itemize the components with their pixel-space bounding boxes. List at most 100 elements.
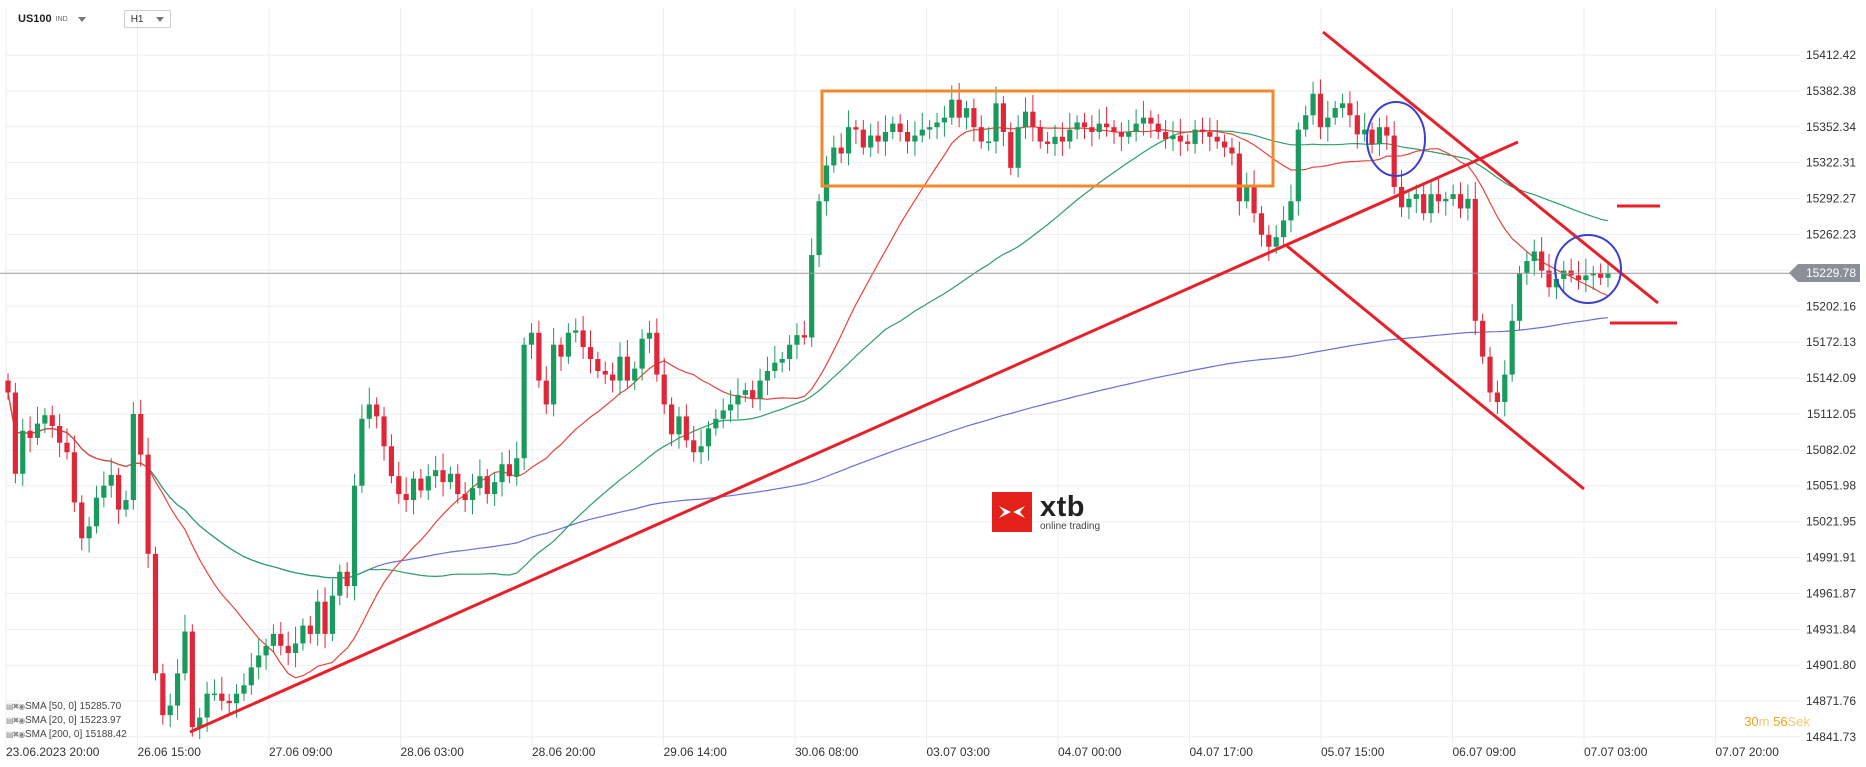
candle <box>632 361 638 391</box>
candle <box>1030 94 1036 142</box>
time-tick-label: 23.06.2023 20:00 <box>6 745 100 759</box>
candle <box>1516 265 1523 331</box>
candle <box>668 397 675 447</box>
candle <box>1332 100 1338 125</box>
drawings[interactable] <box>189 30 1677 734</box>
candle <box>1163 120 1169 149</box>
candle <box>1317 79 1324 140</box>
candle <box>93 485 100 534</box>
candle <box>978 115 984 149</box>
rising-trendline[interactable] <box>189 140 1519 734</box>
indicator-row[interactable]: ▤✖◉ SMA [200, 0] 15188.42 <box>6 728 127 742</box>
candle <box>152 546 159 681</box>
candle <box>374 397 380 429</box>
candle <box>551 327 557 417</box>
moving-averages <box>7 126 1609 679</box>
indicator-label: SMA [200, 0] 15188.42 <box>25 729 127 740</box>
falling-channel-lower-line[interactable] <box>1286 244 1585 491</box>
current-price-tag: 15229.78 <box>1789 264 1860 283</box>
price-tick-label: 15112.05 <box>1807 407 1856 421</box>
candle <box>1000 96 1006 147</box>
price-tick-label: 14871.76 <box>1806 694 1856 708</box>
price-tick-label: 15382.38 <box>1806 84 1856 98</box>
price-axis[interactable]: 15412.42 15382.38 15352.34 15322.31 15292.27… <box>1806 48 1856 744</box>
candle <box>993 86 999 154</box>
candle <box>492 472 498 507</box>
price-tick-label: 14901.80 <box>1806 658 1856 672</box>
candle <box>1280 206 1287 247</box>
candle <box>12 382 18 484</box>
time-tick-label: 29.06 14:00 <box>664 745 728 759</box>
candle <box>1059 122 1065 156</box>
candle <box>1045 131 1051 154</box>
price-tick-label: 15051.98 <box>1806 479 1856 493</box>
candle <box>565 323 571 364</box>
candle <box>34 406 41 446</box>
consolidation-box[interactable] <box>820 89 1275 188</box>
candle <box>366 387 372 429</box>
indicator-controls-icon[interactable]: ▤✖◉ <box>6 702 25 711</box>
candle <box>477 459 483 496</box>
candle <box>1354 100 1360 149</box>
chart-toolbar: US100 IND H1 <box>8 8 171 30</box>
candle <box>786 335 793 371</box>
candle <box>337 564 343 606</box>
time-tick-label: 07.07 03:00 <box>1584 745 1648 759</box>
indicator-row[interactable]: ▤✖◉ SMA [20, 0] 15223.97 <box>6 714 127 728</box>
falling-channel-upper-line[interactable] <box>1322 30 1659 305</box>
xtb-logo: xtb online trading <box>992 492 1100 532</box>
candle <box>1229 137 1235 166</box>
candle <box>1376 117 1383 156</box>
candle <box>344 562 350 599</box>
candle <box>160 663 166 725</box>
candle <box>1605 261 1611 288</box>
candle <box>1244 172 1250 209</box>
candle <box>1369 122 1375 154</box>
candle <box>440 453 446 497</box>
candle <box>816 194 822 268</box>
candle <box>941 105 948 137</box>
candle <box>1339 93 1346 118</box>
countdown-minutes: 30 <box>1744 714 1759 729</box>
indicator-controls-icon[interactable]: ▤✖◉ <box>6 730 25 739</box>
candle <box>1583 258 1589 293</box>
candle <box>661 357 667 415</box>
candle <box>1089 115 1095 147</box>
candle <box>381 406 387 461</box>
candle <box>1140 100 1147 136</box>
candle <box>49 405 55 438</box>
countdown-minutes-unit: m <box>1758 714 1770 729</box>
price-tick-label: 15322.31 <box>1806 156 1856 170</box>
timeframe-selector[interactable]: H1 <box>123 10 171 28</box>
candle <box>904 120 911 154</box>
time-tick-label: 03.07 03:00 <box>927 745 991 759</box>
candle <box>683 404 689 448</box>
indicator-row[interactable]: ▤✖◉ SMA [50, 0] 15285.70 <box>6 700 127 714</box>
time-tick-label: 05.07 15:00 <box>1321 745 1385 759</box>
highlight-circle-current[interactable] <box>1554 234 1622 304</box>
candle <box>1067 112 1073 149</box>
price-tick-label: 15082.02 <box>1806 443 1856 457</box>
indicator-label: SMA [50, 0] 15285.70 <box>25 701 122 712</box>
xtb-logo-text: xtb online trading <box>1040 492 1100 532</box>
price-tick-label: 15021.95 <box>1806 515 1856 529</box>
candle <box>809 238 815 348</box>
price-tick-label: 15202.16 <box>1806 299 1856 313</box>
indicator-controls-icon[interactable]: ▤✖◉ <box>6 716 25 725</box>
price-tick-label: 14991.91 <box>1806 551 1856 565</box>
candle <box>263 638 269 670</box>
candle <box>1561 261 1567 294</box>
current-price-value: 15229.78 <box>1805 266 1856 281</box>
highlight-circle-top[interactable] <box>1366 101 1426 177</box>
symbol-type-label: IND <box>55 15 68 23</box>
grid <box>5 8 1800 747</box>
candle <box>462 482 468 513</box>
time-axis[interactable]: 23.06.2023 20:00 26.06 15:00 27.06 09:00 28… <box>6 745 1779 759</box>
symbol-selector[interactable]: US100 IND <box>8 9 94 29</box>
candle <box>20 418 26 486</box>
candle <box>1347 91 1353 128</box>
candle <box>573 318 579 343</box>
candle <box>1185 134 1191 152</box>
candle <box>322 587 328 649</box>
